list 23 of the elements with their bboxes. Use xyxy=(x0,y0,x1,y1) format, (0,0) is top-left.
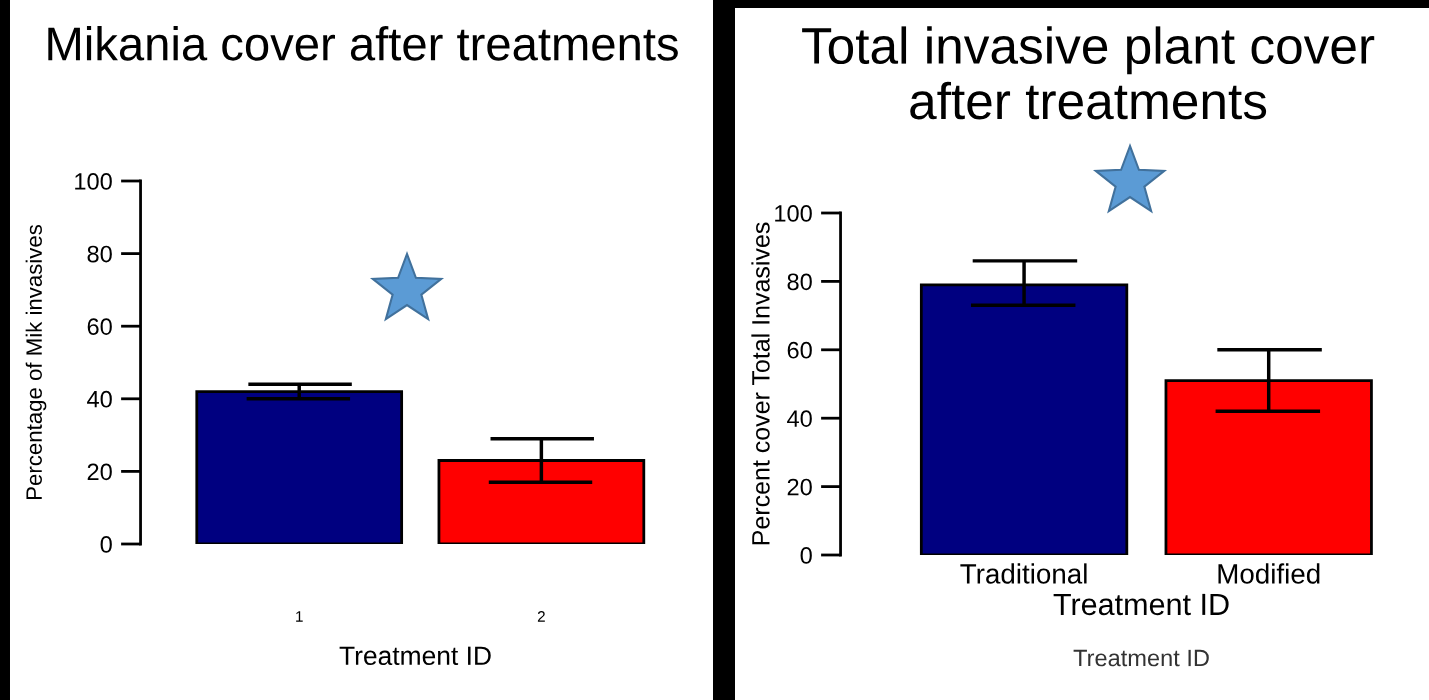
x-tick-label: 1 xyxy=(296,611,303,622)
y-tick-label: 60 xyxy=(87,318,112,335)
y-tick-label: 100 xyxy=(775,205,812,222)
y-tick-label: 60 xyxy=(787,341,812,359)
chart-title: Total invasive plant cover after treatments xyxy=(802,26,1375,120)
y-tick-label: 80 xyxy=(87,245,112,263)
x-axis-title: Treatment ID xyxy=(1053,593,1229,616)
x-tick-label: 2 xyxy=(537,611,545,622)
y-axis-title: Percent cover Total Invasives xyxy=(751,222,770,545)
y-tick-label: 0 xyxy=(800,547,812,564)
x-tick-label: Modified xyxy=(1218,563,1320,584)
y-tick-label: 80 xyxy=(787,273,812,291)
x-axis-title: Treatment ID xyxy=(339,646,491,666)
x-tick-label: Traditional xyxy=(960,563,1087,584)
chart-title: Mikania cover after treatments xyxy=(48,25,678,61)
y-tick-label: 20 xyxy=(787,478,812,496)
y-axis-title: Percentage of Mik invasives xyxy=(25,224,47,500)
y-tick-label: 40 xyxy=(787,410,812,427)
y-tick-label: 0 xyxy=(100,536,112,553)
y-tick-label: 40 xyxy=(87,390,112,408)
text: Treatment ID xyxy=(1073,649,1209,667)
y-tick-label: 20 xyxy=(87,463,112,481)
y-tick-label: 100 xyxy=(75,173,112,190)
